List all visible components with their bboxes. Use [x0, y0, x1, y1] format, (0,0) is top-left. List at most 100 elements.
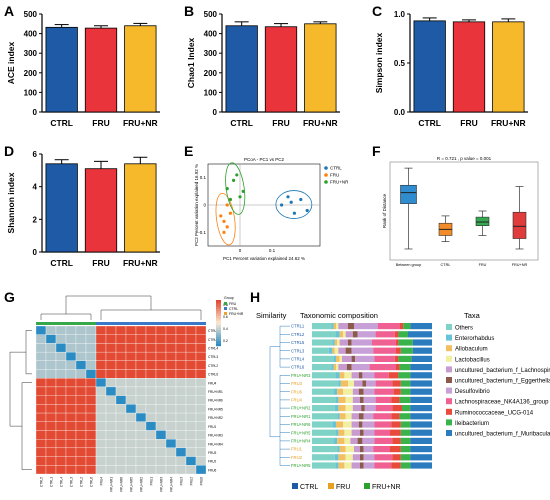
heatmap-cell	[85, 421, 97, 431]
group-strip-cell	[116, 322, 126, 325]
stack-segment	[378, 323, 400, 330]
heatmap-legend-label: FRU	[229, 302, 237, 306]
stack-segment	[400, 454, 411, 461]
heatmap-cell	[135, 404, 147, 414]
heatmap-cell	[185, 360, 197, 370]
heatmap-cell	[145, 412, 157, 422]
y-tick-label: 200	[204, 69, 218, 78]
heatmap-cell	[175, 386, 187, 396]
heatmap-cell	[165, 325, 177, 335]
heatmap-cell	[75, 447, 87, 457]
heatmap-cell	[95, 334, 107, 344]
heatmap-cell	[125, 386, 137, 396]
heatmap-cell	[115, 447, 127, 457]
heatmap-cell	[185, 386, 197, 396]
heatmap-cell	[155, 395, 167, 405]
heatmap-cell	[135, 395, 147, 405]
stack-segment	[339, 355, 342, 362]
heatmap-cell	[85, 465, 97, 475]
heatmap-cell	[45, 421, 57, 431]
heatmap-scale-cell	[216, 327, 221, 331]
heatmap-cell	[165, 351, 177, 361]
group-strip-cell	[166, 322, 176, 325]
heatmap-cell	[125, 430, 137, 440]
heatmap-cell	[75, 325, 87, 335]
taxa-legend-swatch	[446, 355, 452, 362]
heatmap-cell	[95, 360, 107, 370]
heatmap-cell	[115, 325, 127, 335]
stack-segment	[399, 364, 411, 371]
heatmap-col-label: FRU3	[180, 477, 184, 486]
sample-label: CTRL2	[291, 332, 305, 337]
heatmap-cell	[65, 430, 77, 440]
heatmap-col-label: FRU2	[190, 477, 194, 486]
taxa-legend-swatch	[446, 419, 452, 426]
stack-segment	[336, 421, 344, 428]
heatmap-scale-label: 0.2	[223, 339, 228, 343]
heatmap-cell	[135, 325, 147, 335]
heatmap-cell	[105, 421, 117, 431]
stack-segment	[334, 405, 339, 412]
heatmap-chart: CTRL5 CTRL1 CTRL4 CTRL3 CTRL2 CTRL6 FRU4 FRU+NR…	[9, 295, 244, 492]
stack-segment	[312, 437, 334, 444]
stack-segment	[333, 323, 336, 330]
stack-segment	[358, 421, 363, 428]
heatmap-cell	[115, 456, 127, 466]
stack-segment	[402, 405, 411, 412]
heatmap-row-label: FRU1	[208, 425, 217, 429]
stack-segment	[336, 355, 340, 362]
stack-segment	[399, 396, 411, 403]
stack-segment	[338, 396, 346, 403]
heatmap-legend-swatch	[224, 302, 227, 305]
heatmap-scale-cell	[216, 325, 221, 328]
heatmap-cell	[45, 456, 57, 466]
stack-segment	[351, 347, 374, 354]
pcoa-x-tick: 0.1	[269, 248, 276, 253]
heatmap-cell	[185, 395, 197, 405]
pcoa-x-label: PC1 Percent variation explained 24.62 %	[223, 256, 305, 261]
y-axis-label: Simpson index	[374, 33, 384, 94]
heatmap-cell	[115, 386, 127, 396]
heatmap-cell	[75, 351, 87, 361]
stack-segment	[363, 429, 375, 436]
heatmap-cell	[115, 404, 127, 414]
taxa-legend-label: uncultured_bacterium_f_Muribaculaceae	[455, 432, 550, 438]
taxa-legend-swatch	[446, 366, 452, 373]
heatmap-cell	[175, 360, 187, 370]
heatmap-cell	[45, 351, 57, 361]
stack-segment	[410, 413, 432, 420]
pcoa-legend-swatch	[324, 173, 328, 177]
heatmap-cell	[175, 378, 187, 388]
stack-segment	[337, 339, 340, 346]
pcoa-chart: PCoA - PC1 vs PC2 0 0.1 0.1 0 -0.1 PC1 Percent…	[194, 157, 349, 261]
heatmap-cell	[85, 412, 97, 422]
heatmap-cell	[45, 343, 57, 353]
stack-segment	[374, 437, 393, 444]
pcoa-y-label: PC2 Percent variation explained 16.92 %	[194, 164, 199, 246]
sample-label: FRU2	[291, 455, 303, 460]
stack-segment	[363, 446, 374, 453]
heatmap-cell	[125, 369, 137, 379]
stack-segment	[352, 388, 359, 395]
heatmap-cell	[135, 456, 147, 466]
stack-segment	[337, 437, 345, 444]
heatmap-cell	[165, 421, 177, 431]
stack-segment	[362, 421, 375, 428]
stack-segment	[345, 446, 354, 453]
heatmap-cell	[75, 456, 87, 466]
heatmap-cell	[85, 334, 97, 344]
stack-segment	[312, 462, 336, 469]
heatmap-cell	[75, 412, 87, 422]
heatmap-cell	[165, 369, 177, 379]
stack-segment	[392, 454, 401, 461]
stack-segment	[363, 396, 376, 403]
dendrogram-branch	[65, 295, 152, 314]
heatmap-cell	[135, 378, 147, 388]
heatmap-cell	[85, 378, 97, 388]
heatmap-cell	[35, 360, 47, 370]
stack-segment	[351, 421, 359, 428]
y-tick-label: 100	[24, 88, 38, 97]
stack-segment	[391, 413, 400, 420]
stack-segment	[360, 446, 364, 453]
heatmap-cell	[165, 412, 177, 422]
